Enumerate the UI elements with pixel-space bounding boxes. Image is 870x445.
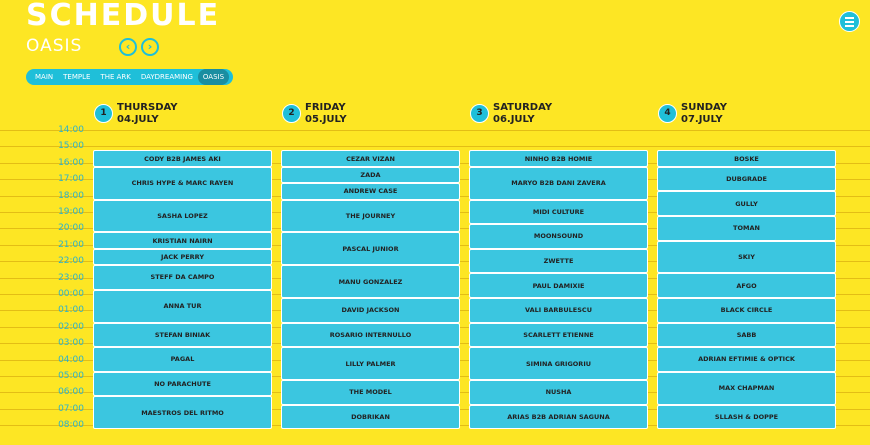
hamburger-icon[interactable] xyxy=(839,11,860,32)
chevron-left-icon[interactable]: ‹ xyxy=(119,38,137,56)
time-label: 19:00 xyxy=(58,207,84,217)
set-slot[interactable]: ANNA TUR xyxy=(93,289,272,323)
day-name: SUNDAY xyxy=(681,102,728,113)
time-label: 16:00 xyxy=(58,157,84,168)
set-slot[interactable]: SLLASH & DOPPE xyxy=(657,404,836,430)
stage-tabs: MAIN TEMPLE THE ARK DAYDREAMING OASIS xyxy=(26,69,234,85)
set-slot[interactable]: SIMINA GRIGORIU xyxy=(469,347,648,380)
set-slot[interactable]: DAVID JACKSON xyxy=(281,298,460,323)
set-slot[interactable]: STEFAN BINIAK xyxy=(93,322,272,348)
day-name: FRIDAY xyxy=(305,102,346,113)
set-slot[interactable]: BOSKE xyxy=(657,150,836,167)
set-slot[interactable]: KRISTIAN NAIRN xyxy=(93,232,272,249)
day-name: THURSDAY xyxy=(117,102,178,113)
day-name: SATURDAY xyxy=(493,102,553,113)
time-label: 02:00 xyxy=(58,321,84,332)
set-slot[interactable]: MIDI CULTURE xyxy=(469,199,648,225)
hour-gridline xyxy=(0,146,870,148)
set-slot[interactable]: ADRIAN EFTIMIE & OPTICK xyxy=(657,347,836,372)
day-number-badge: 4 xyxy=(658,104,677,123)
set-slot[interactable]: NINHO B2B HOMIE xyxy=(469,150,648,167)
page-title: SCHEDULE xyxy=(26,0,221,33)
set-slot[interactable]: LILLY PALMER xyxy=(281,347,460,380)
set-slot[interactable]: NO PARACHUTE xyxy=(93,371,272,397)
set-slot[interactable]: SKIY xyxy=(657,240,836,274)
set-slot[interactable]: PAGAL xyxy=(93,347,272,372)
set-slot[interactable]: BLACK CIRCLE xyxy=(657,298,836,323)
set-slot[interactable]: SCARLETT ETIENNE xyxy=(469,322,648,348)
set-slot[interactable]: ZWETTE xyxy=(469,248,648,274)
time-label: 01:00 xyxy=(58,305,84,316)
set-slot[interactable]: MAX CHAPMAN xyxy=(657,371,836,405)
day-number-badge: 3 xyxy=(470,104,489,123)
day-date: 06.JULY xyxy=(493,114,535,125)
time-label: 14:00 xyxy=(58,125,84,135)
day-number-badge: 1 xyxy=(94,104,113,123)
set-slot[interactable]: ANDREW CASE xyxy=(281,183,460,200)
time-label: 22:00 xyxy=(58,256,84,267)
set-slot[interactable]: DOBRIKAN xyxy=(281,404,460,430)
set-slot[interactable]: THE JOURNEY xyxy=(281,199,460,233)
set-slot[interactable]: ZADA xyxy=(281,166,460,184)
time-label: 15:00 xyxy=(58,141,84,152)
set-slot[interactable]: VALI BARBULESCU xyxy=(469,298,648,323)
time-label: 08:00 xyxy=(58,420,84,431)
tab-daydreaming[interactable]: DAYDREAMING xyxy=(140,73,193,81)
set-slot[interactable]: MAESTROS DEL RITMO xyxy=(93,396,272,430)
time-label: 06:00 xyxy=(58,387,84,398)
set-slot[interactable]: SABB xyxy=(657,322,836,348)
time-label: 23:00 xyxy=(58,272,84,283)
day-number-badge: 2 xyxy=(282,104,301,123)
set-slot[interactable]: AFGO xyxy=(657,273,836,298)
set-slot[interactable]: TOMAN xyxy=(657,216,836,241)
set-slot[interactable]: NUSHA xyxy=(469,380,648,405)
set-slot[interactable]: MANU GONZALEZ xyxy=(281,265,460,298)
tab-main[interactable]: MAIN xyxy=(35,73,54,81)
day-date: 05.JULY xyxy=(305,114,347,125)
time-label: 18:00 xyxy=(58,190,84,201)
tab-oasis[interactable]: OASIS xyxy=(197,69,230,85)
day-date: 07.JULY xyxy=(681,114,723,125)
set-slot[interactable]: CHRIS HYPE & MARC RAYEN xyxy=(93,166,272,200)
chevron-right-icon[interactable]: › xyxy=(141,38,159,56)
set-slot[interactable]: CEZAR VIZAN xyxy=(281,150,460,167)
set-slot[interactable]: MOONSOUND xyxy=(469,224,648,249)
time-label: 17:00 xyxy=(58,174,84,185)
hour-gridline xyxy=(0,130,870,131)
stage-name: OASIS xyxy=(26,36,83,56)
time-label: 21:00 xyxy=(58,239,84,250)
time-label: 07:00 xyxy=(58,403,84,414)
time-label: 03:00 xyxy=(58,338,84,349)
set-slot[interactable]: DUBGRADE xyxy=(657,166,836,192)
set-slot[interactable]: PASCAL JUNIOR xyxy=(281,232,460,266)
set-slot[interactable]: THE MODEL xyxy=(281,380,460,405)
time-label: 05:00 xyxy=(58,371,84,381)
set-slot[interactable]: STEFF DA CAMPO xyxy=(93,265,272,290)
tab-temple[interactable]: TEMPLE xyxy=(63,73,91,81)
set-slot[interactable]: ROSARIO INTERNULLO xyxy=(281,322,460,348)
set-slot[interactable]: ARIAS B2B ADRIAN SAGUNA xyxy=(469,404,648,430)
day-date: 04.JULY xyxy=(117,114,159,125)
set-slot[interactable]: CODY B2B JAMES AKI xyxy=(93,150,272,167)
time-label: 04:00 xyxy=(58,354,84,365)
time-label: 20:00 xyxy=(58,223,84,234)
time-label: 00:00 xyxy=(58,289,84,299)
set-slot[interactable]: MARYO B2B DANI ZAVERA xyxy=(469,166,648,200)
tab-the-ark[interactable]: THE ARK xyxy=(100,73,131,81)
set-slot[interactable]: PAUL DAMIXIE xyxy=(469,273,648,298)
set-slot[interactable]: JACK PERRY xyxy=(93,248,272,266)
set-slot[interactable]: GULLY xyxy=(657,191,836,216)
set-slot[interactable]: SASHA LOPEZ xyxy=(93,199,272,233)
